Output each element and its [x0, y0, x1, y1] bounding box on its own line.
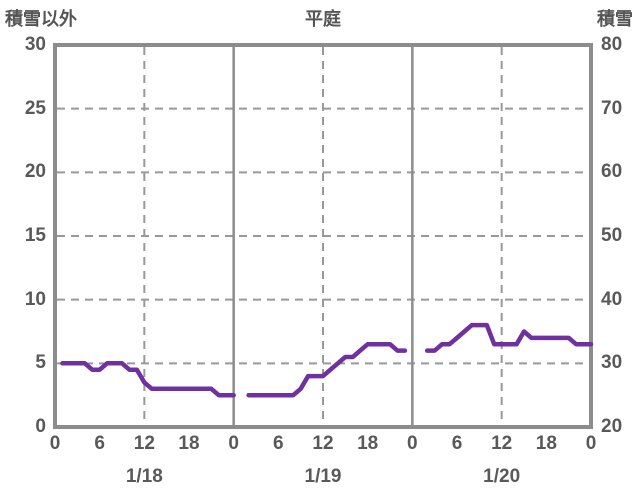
- x-axis-hour-label: 6: [94, 433, 105, 454]
- x-axis-hour-label: 0: [407, 433, 418, 454]
- left-axis-tick-label: 25: [24, 97, 46, 119]
- right-axis-tick-label: 60: [601, 161, 623, 183]
- left-axis-tick-label: 30: [24, 34, 46, 55]
- series-line: [60, 361, 236, 398]
- x-axis-date-label: 1/19: [304, 466, 342, 487]
- x-axis-hour-label: 12: [491, 433, 513, 454]
- left-axis-tick-label: 5: [35, 352, 46, 374]
- right-axis-tick-label: 80: [601, 34, 623, 55]
- right-axis-tick-label: 30: [601, 352, 623, 374]
- x-axis-date-label: 1/18: [125, 466, 163, 487]
- left-axis-tick-label: 0: [35, 416, 46, 437]
- x-axis-hour-label: 6: [451, 433, 463, 454]
- plot-frame: [53, 43, 593, 429]
- right-axis-tick-label: 40: [601, 288, 623, 310]
- x-axis-hour-label: 18: [357, 433, 379, 454]
- x-axis-hour-label: 0: [49, 433, 61, 454]
- left-axis-tick-label: 20: [24, 161, 46, 183]
- x-axis-hour-label: 18: [535, 433, 557, 454]
- x-axis-hour-label: 6: [273, 433, 284, 454]
- x-axis-hour-label: 12: [312, 433, 334, 454]
- right-axis-title: 積雪: [597, 9, 633, 29]
- left-axis-tick-label: 10: [24, 288, 46, 310]
- right-axis-tick-label: 70: [601, 97, 623, 119]
- x-axis-hour-label: 0: [585, 433, 597, 454]
- x-axis-date-label: 1/20: [483, 466, 521, 487]
- right-axis-tick-label: 50: [601, 225, 623, 246]
- left-axis-title: 積雪以外: [5, 9, 77, 29]
- chart-title: 平庭: [305, 9, 341, 29]
- x-axis-hour-label: 18: [178, 433, 200, 454]
- series-line: [246, 341, 408, 398]
- left-axis-tick-label: 15: [24, 225, 46, 246]
- x-axis-hour-label: 12: [133, 433, 155, 454]
- x-axis-hour-label: 0: [228, 433, 239, 454]
- right-axis-tick-label: 20: [601, 416, 623, 437]
- series-line: [424, 322, 594, 353]
